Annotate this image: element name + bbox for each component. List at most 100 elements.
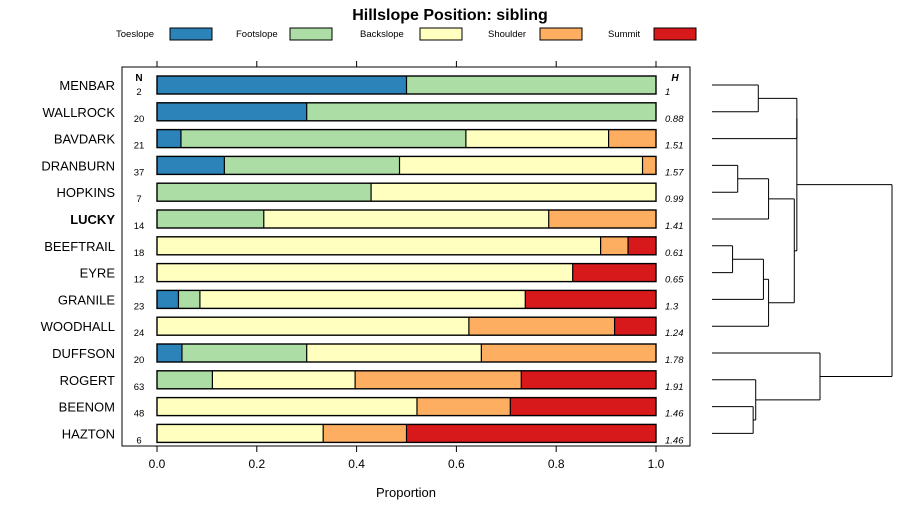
row-label-hazton: HAZTON xyxy=(62,426,115,441)
bar-outline-woodhall xyxy=(156,316,657,336)
h-value-granile: 1.3 xyxy=(665,301,679,312)
bar-rogert-summit xyxy=(521,370,656,389)
bar-outline-bavdark xyxy=(156,128,657,149)
bar-eyre-summit xyxy=(572,263,656,282)
legend-swatch-shoulder xyxy=(539,27,583,41)
bar-wallrock-toeslope xyxy=(157,102,307,121)
row-label-lucky: LUCKY xyxy=(70,212,115,227)
bars-group xyxy=(156,75,657,444)
bar-beeftrail-summit xyxy=(628,236,656,255)
bar-woodhall-shoulder xyxy=(468,317,615,336)
h-value-duffson: 1.78 xyxy=(665,355,684,366)
row-label-dranburn: DRANBURN xyxy=(41,158,115,173)
bar-bavdark-toeslope xyxy=(157,129,181,148)
bar-bavdark-shoulder xyxy=(608,129,656,148)
row-label-wallrock: WALLROCK xyxy=(43,105,116,120)
h-value-hopkins: 0.99 xyxy=(665,194,684,205)
x-axis-title: Proportion xyxy=(376,485,436,500)
bar-duffson-shoulder xyxy=(481,344,656,362)
plot-frame xyxy=(121,66,691,447)
bar-woodhall-backslope xyxy=(157,317,469,336)
bar-outline-eyre xyxy=(156,262,657,283)
bar-outline-wallrock xyxy=(156,102,657,122)
bar-granile-toeslope xyxy=(157,290,179,309)
bar-outline-rogert xyxy=(156,370,657,390)
bar-eyre-backslope xyxy=(157,263,573,282)
bar-granile-backslope xyxy=(199,290,526,309)
legend: Toeslope Footslope Backslope Shoulder Summit xyxy=(116,27,697,41)
row-label-hopkins: HOPKINS xyxy=(56,185,115,200)
bar-lucky-shoulder xyxy=(548,210,656,228)
n-value-beeftrail: 18 xyxy=(134,248,145,259)
legend-label-toeslope: Toeslope xyxy=(116,29,154,40)
legend-label-summit: Summit xyxy=(608,29,641,40)
n-value-hopkins: 7 xyxy=(136,194,141,205)
n-value-hazton: 6 xyxy=(136,435,141,446)
bar-duffson-backslope xyxy=(306,344,482,362)
bar-beeftrail-backslope xyxy=(157,236,601,255)
bar-hazton-backslope xyxy=(157,424,324,443)
n-value-rogert: 63 xyxy=(134,382,145,393)
x-tick-label-0-8: 0.8 xyxy=(548,457,565,471)
legend-swatch-toeslope xyxy=(169,27,213,41)
x-tick-label-0-0: 0.0 xyxy=(149,457,166,471)
n-header: N xyxy=(135,73,142,84)
bar-beenom-summit xyxy=(510,397,656,416)
bar-bavdark-footslope xyxy=(180,129,466,148)
h-header: H xyxy=(671,73,679,84)
n-value-wallrock: 20 xyxy=(134,114,145,125)
bar-dranburn-footslope xyxy=(224,156,400,175)
x-axis: 0.0 0.2 0.4 0.6 0.8 1.0 xyxy=(149,61,665,471)
legend-swatch-summit xyxy=(653,27,697,41)
h-values-group: 1 0.88 1.51 1.57 0.99 1.41 0.61 0.65 1.3 1.24 1.78… xyxy=(665,87,684,446)
bar-dranburn-shoulder xyxy=(642,156,656,175)
row-label-rogert: ROGERT xyxy=(60,373,115,388)
x-tick-label-0-6: 0.6 xyxy=(448,457,465,471)
bar-menbar-footslope xyxy=(406,76,656,94)
row-label-beeftrail: BEEFTRAIL xyxy=(44,239,115,254)
n-value-eyre: 12 xyxy=(134,275,145,286)
x-tick-label-0-4: 0.4 xyxy=(348,457,365,471)
x-tick-label-0-2: 0.2 xyxy=(248,457,265,471)
h-value-wallrock: 0.88 xyxy=(665,114,684,125)
h-value-beeftrail: 0.61 xyxy=(665,248,684,259)
bar-beenom-backslope xyxy=(157,397,417,416)
row-label-beenom: BEENOM xyxy=(59,400,115,415)
n-value-woodhall: 24 xyxy=(134,328,145,339)
bar-rogert-shoulder xyxy=(355,370,522,389)
n-value-granile: 23 xyxy=(134,301,145,312)
h-value-beenom: 1.46 xyxy=(665,409,684,420)
bar-granile-summit xyxy=(525,290,656,309)
bar-rogert-backslope xyxy=(212,370,356,389)
legend-label-footslope: Footslope xyxy=(236,29,278,40)
row-label-bavdark: BAVDARK xyxy=(54,132,115,147)
n-value-dranburn: 37 xyxy=(134,167,145,178)
h-value-menbar: 1 xyxy=(665,87,670,98)
n-value-duffson: 20 xyxy=(134,355,145,366)
h-value-eyre: 0.65 xyxy=(665,275,684,286)
bar-lucky-footslope xyxy=(157,210,264,228)
legend-swatch-footslope xyxy=(289,27,333,41)
bar-duffson-toeslope xyxy=(157,344,182,362)
dendrogram xyxy=(712,84,893,434)
bar-outline-hopkins xyxy=(156,182,657,202)
bar-outline-beenom xyxy=(156,396,657,417)
x-tick-label-1-0: 1.0 xyxy=(648,457,665,471)
legend-swatch-backslope xyxy=(419,27,463,41)
bar-outline-dranburn xyxy=(156,155,657,176)
row-label-duffson: DUFFSON xyxy=(52,346,115,361)
row-labels-group: MENBAR WALLROCK BAVDARK DRANBURN HOPKINS LUCK… xyxy=(41,78,116,441)
n-value-menbar: 2 xyxy=(136,87,141,98)
bar-hazton-shoulder xyxy=(323,424,407,443)
bar-dranburn-toeslope xyxy=(157,156,225,175)
bar-woodhall-summit xyxy=(614,317,656,336)
bar-duffson-footslope xyxy=(181,344,307,362)
row-label-menbar: MENBAR xyxy=(59,78,115,93)
chart-title: Hillslope Position: sibling xyxy=(352,7,548,24)
n-values-group: 2 20 21 37 7 14 18 12 23 24 20 63 48 6 xyxy=(134,87,145,446)
h-value-bavdark: 1.51 xyxy=(665,141,684,152)
bar-outline-menbar xyxy=(156,75,657,95)
bar-outline-hazton xyxy=(156,423,657,444)
bar-outline-granile xyxy=(156,289,657,310)
row-label-eyre: EYRE xyxy=(80,266,116,281)
